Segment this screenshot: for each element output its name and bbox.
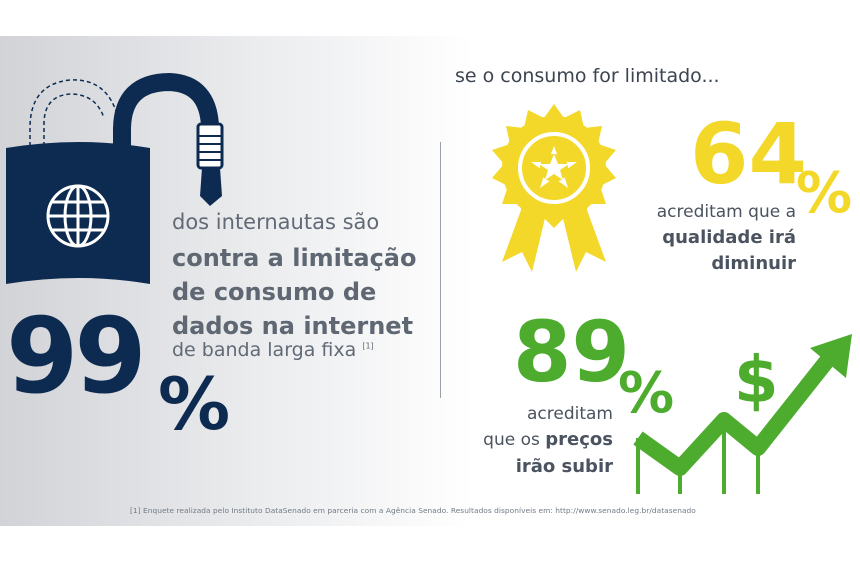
footnote: [1] Enquete realizada pelo Instituto Dat…	[130, 506, 696, 515]
percent-64-number: 64	[690, 105, 807, 203]
claim-line-2: de consumo de	[172, 278, 377, 306]
footnote-ref: [1]	[362, 341, 374, 351]
claim-line-1: contra a limitação	[172, 244, 417, 272]
section-heading: se o consumo for limitado...	[455, 65, 720, 87]
tail-text: de banda larga fixa [1]	[172, 339, 442, 361]
divider	[440, 142, 441, 398]
ethernet-cable-icon	[113, 72, 224, 206]
stat-64-line-2: qualidade irá	[662, 227, 796, 248]
stat-64-line-3: diminuir	[711, 253, 796, 274]
claim-text: contra a limitação de consumo de dados n…	[172, 241, 442, 343]
percent-99-number: 99	[6, 295, 147, 417]
rising-arrow-icon: $	[633, 334, 852, 494]
percent-89-number: 89	[513, 303, 630, 401]
stat-89-line-2: que os preços	[483, 426, 613, 454]
lock-icon	[6, 72, 224, 284]
percent-89-sign: %	[618, 361, 675, 426]
globe-icon	[46, 184, 110, 248]
tail-text-main: de banda larga fixa	[172, 339, 357, 361]
stat-89-line-2-prefix: que os	[483, 430, 546, 450]
stat-89-line-3: irão subir	[515, 456, 613, 477]
claim-line-3: dados na internet	[172, 312, 414, 340]
award-ribbon-icon	[492, 104, 616, 272]
stat-89-line-2-bold: preços	[545, 429, 613, 450]
intro-text: dos internautas são	[172, 210, 380, 234]
stat-64-line-1: acreditam que a	[656, 202, 796, 222]
stat-89-line-1: acreditam	[527, 404, 613, 424]
percent-64-sign: %	[796, 161, 853, 226]
percent-99-sign: %	[158, 362, 231, 446]
dollar-icon: $	[734, 344, 779, 418]
infographic-panel: dos internautas são contra a limitação d…	[0, 36, 860, 526]
